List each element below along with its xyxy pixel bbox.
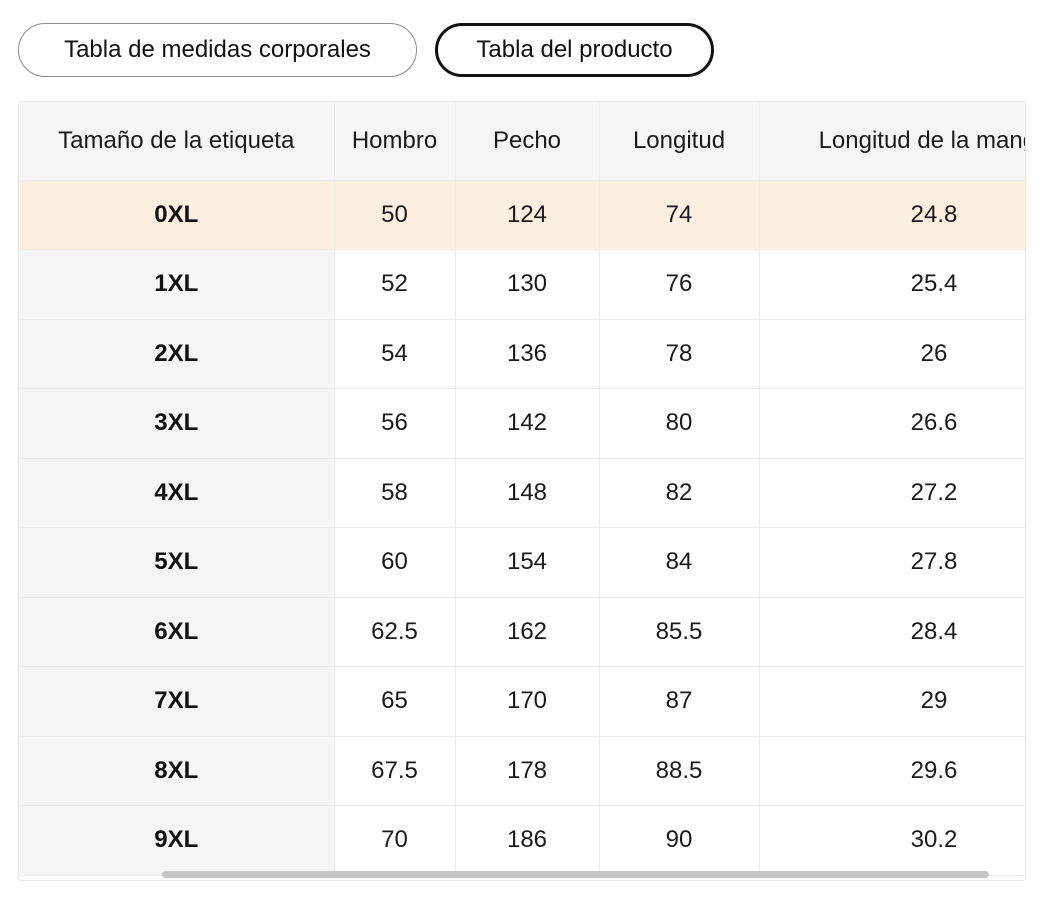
table-body: 0XL 50 124 74 24.8 1XL 52 130 76 25.4 2XL 54 136 78 26… xyxy=(19,180,1025,876)
size-cell: 3XL xyxy=(19,388,335,459)
sleeve-length-cell: 27.2 xyxy=(759,458,1025,528)
size-cell: 6XL xyxy=(19,597,335,667)
size-cell: 0XL xyxy=(19,180,335,250)
sleeve-length-cell: 29 xyxy=(759,666,1025,737)
shoulder-cell: 60 xyxy=(334,527,456,598)
table-row: 8XL 67.5 178 88.5 29.6 xyxy=(19,736,1025,806)
table-row: 9XL 70 186 90 30.2 xyxy=(19,805,1025,876)
column-header-shoulder: Hombro xyxy=(334,102,456,181)
sleeve-length-cell: 26 xyxy=(759,319,1025,389)
table-row: 3XL 56 142 80 26.6 xyxy=(19,388,1025,459)
sleeve-length-cell: 29.6 xyxy=(759,736,1025,806)
length-cell: 85.5 xyxy=(599,597,760,667)
shoulder-cell: 58 xyxy=(334,458,456,528)
size-chart-tabs: Tabla de medidas corporales Tabla del pr… xyxy=(18,23,714,77)
size-cell: 8XL xyxy=(19,736,335,806)
sleeve-length-cell: 25.4 xyxy=(759,249,1025,320)
column-header-length: Longitud xyxy=(599,102,760,181)
shoulder-cell: 56 xyxy=(334,388,456,459)
chest-cell: 136 xyxy=(455,319,600,389)
shoulder-cell: 65 xyxy=(334,666,456,737)
table-row: 4XL 58 148 82 27.2 xyxy=(19,458,1025,528)
sleeve-length-cell: 30.2 xyxy=(759,805,1025,876)
sleeve-length-cell: 28.4 xyxy=(759,597,1025,667)
shoulder-cell: 62.5 xyxy=(334,597,456,667)
column-header-chest: Pecho xyxy=(455,102,600,181)
size-cell: 5XL xyxy=(19,527,335,598)
column-header-sleeve-length: Longitud de la manga xyxy=(759,102,1025,181)
chest-cell: 178 xyxy=(455,736,600,806)
length-cell: 90 xyxy=(599,805,760,876)
shoulder-cell: 52 xyxy=(334,249,456,320)
chest-cell: 142 xyxy=(455,388,600,459)
chest-cell: 148 xyxy=(455,458,600,528)
scrollbar-thumb[interactable] xyxy=(162,871,989,878)
chest-cell: 154 xyxy=(455,527,600,598)
shoulder-cell: 67.5 xyxy=(334,736,456,806)
shoulder-cell: 50 xyxy=(334,180,456,250)
table-row: 0XL 50 124 74 24.8 xyxy=(19,180,1025,250)
tab-body-measurements[interactable]: Tabla de medidas corporales xyxy=(18,23,417,77)
size-table-container[interactable]: Tamaño de la etiqueta Hombro Pecho Longi… xyxy=(18,101,1026,881)
table-row: 6XL 62.5 162 85.5 28.4 xyxy=(19,597,1025,667)
sleeve-length-cell: 24.8 xyxy=(759,180,1025,250)
sleeve-length-cell: 27.8 xyxy=(759,527,1025,598)
size-cell: 2XL xyxy=(19,319,335,389)
chest-cell: 130 xyxy=(455,249,600,320)
length-cell: 88.5 xyxy=(599,736,760,806)
size-cell: 9XL xyxy=(19,805,335,876)
table-row: 1XL 52 130 76 25.4 xyxy=(19,249,1025,320)
table-header-row: Tamaño de la etiqueta Hombro Pecho Longi… xyxy=(19,102,1025,181)
length-cell: 78 xyxy=(599,319,760,389)
length-cell: 80 xyxy=(599,388,760,459)
length-cell: 82 xyxy=(599,458,760,528)
size-table: Tamaño de la etiqueta Hombro Pecho Longi… xyxy=(19,102,1025,876)
table-row: 2XL 54 136 78 26 xyxy=(19,319,1025,389)
chest-cell: 124 xyxy=(455,180,600,250)
table-row: 5XL 60 154 84 27.8 xyxy=(19,527,1025,598)
horizontal-scrollbar[interactable] xyxy=(19,870,1025,880)
chest-cell: 186 xyxy=(455,805,600,876)
size-cell: 7XL xyxy=(19,666,335,737)
size-cell: 1XL xyxy=(19,249,335,320)
chest-cell: 162 xyxy=(455,597,600,667)
length-cell: 84 xyxy=(599,527,760,598)
sleeve-length-cell: 26.6 xyxy=(759,388,1025,459)
length-cell: 87 xyxy=(599,666,760,737)
tab-product-chart[interactable]: Tabla del producto xyxy=(435,23,714,77)
column-header-size-label: Tamaño de la etiqueta xyxy=(19,102,335,181)
shoulder-cell: 70 xyxy=(334,805,456,876)
chest-cell: 170 xyxy=(455,666,600,737)
size-cell: 4XL xyxy=(19,458,335,528)
length-cell: 76 xyxy=(599,249,760,320)
shoulder-cell: 54 xyxy=(334,319,456,389)
table-row: 7XL 65 170 87 29 xyxy=(19,666,1025,737)
length-cell: 74 xyxy=(599,180,760,250)
